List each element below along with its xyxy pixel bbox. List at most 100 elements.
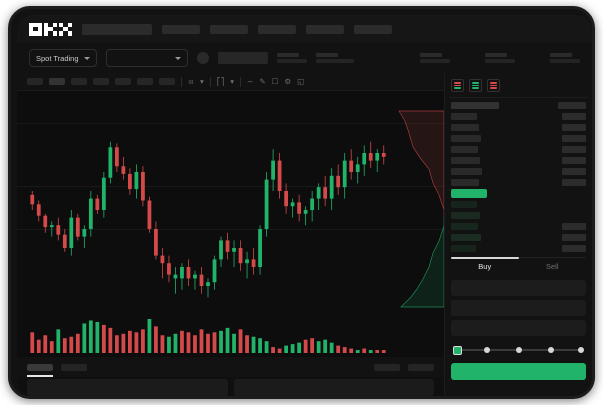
amount-field[interactable]: [451, 300, 586, 316]
orderbook-price-cell: [451, 168, 482, 175]
search-input[interactable]: [82, 23, 152, 35]
tab-open-orders[interactable]: [27, 363, 53, 377]
chevron-down-icon[interactable]: ▾: [230, 76, 235, 86]
orderbook-size-cell: [562, 168, 586, 175]
timeframe-1m[interactable]: [27, 78, 43, 85]
coin-avatar: [196, 52, 209, 64]
orderbook-and-form-panel: Buy Sell: [444, 73, 592, 396]
orderbook-bid-row[interactable]: [451, 211, 586, 220]
submit-order-button[interactable]: [451, 363, 586, 380]
slider-stop-75[interactable]: [548, 346, 554, 353]
pair-selector-dropdown[interactable]: [105, 49, 188, 67]
camera-icon[interactable]: ☐: [271, 76, 279, 86]
chevron-down-icon[interactable]: ▾: [200, 76, 204, 86]
order-side-tabs: Buy Sell: [451, 257, 586, 276]
tab-sell[interactable]: Sell: [545, 262, 559, 271]
toolbar-divider: [240, 76, 242, 87]
nav-item-3[interactable]: [258, 24, 296, 34]
timeframe-1w[interactable]: [137, 78, 153, 85]
orderbook-ask-row[interactable]: [451, 112, 586, 121]
timeframe-1h[interactable]: [71, 78, 87, 85]
chevron-down-icon: [83, 56, 90, 60]
orderbook-price-cell: [451, 124, 479, 131]
orderbook-ask-row[interactable]: [451, 178, 586, 187]
timeframe-more[interactable]: [159, 78, 175, 85]
settings-gear-icon[interactable]: ⚙: [284, 76, 292, 86]
orderbook-ask-row[interactable]: [451, 167, 586, 176]
nav-item-5[interactable]: [354, 24, 392, 34]
orderbook-bid-row[interactable]: [451, 233, 586, 242]
okx-logo-icon[interactable]: [29, 22, 72, 36]
orderbook-sell-icon[interactable]: [487, 79, 500, 92]
orderbook-rows[interactable]: [445, 98, 592, 253]
orders-action-2[interactable]: [408, 363, 434, 371]
spread-spacer: [562, 190, 586, 197]
orderbook-ask-row[interactable]: [451, 123, 586, 132]
orderbook-ask-row[interactable]: [451, 156, 586, 165]
orderbook-header-row[interactable]: [451, 101, 586, 110]
orders-action-1[interactable]: [374, 363, 400, 371]
orderbook-price-cell: [451, 223, 478, 230]
nav-item-2[interactable]: [210, 24, 248, 34]
stat-high-24h: [420, 52, 450, 64]
orderbook-size-cell: [562, 124, 586, 131]
orders-panel-right[interactable]: [233, 379, 434, 396]
timeframe-1d[interactable]: [115, 78, 131, 85]
trading-mode-selector[interactable]: Spot Trading: [29, 49, 97, 67]
orderbook-price-cell: [451, 157, 480, 164]
chart-toolbar: ⎂ ▾ ⎡⎤ ▾ ∼ ✎ ☐ ⚙ ◱: [17, 73, 444, 91]
tab-order-history[interactable]: [61, 363, 87, 371]
total-field[interactable]: [451, 320, 586, 336]
nav-item-4[interactable]: [306, 24, 344, 34]
slider-stop-100[interactable]: [578, 346, 584, 353]
orderbook-size-cell: [562, 157, 586, 164]
tab-buy[interactable]: Buy: [451, 257, 519, 276]
orderbook-size-cell: [562, 234, 586, 241]
orderbook-size-cell: [562, 113, 586, 120]
orderbook-bid-row[interactable]: [451, 244, 586, 253]
fullscreen-icon[interactable]: ◱: [297, 76, 305, 86]
slider-stop-50[interactable]: [516, 346, 522, 353]
amount-percent-slider[interactable]: [453, 344, 584, 356]
toolbar-divider: [181, 76, 182, 87]
orderbook-spread-row: [451, 189, 586, 198]
slider-stop-25[interactable]: [484, 346, 490, 353]
stat-low-24h: [485, 52, 515, 64]
candlestick-svg: [30, 141, 386, 353]
chevron-down-icon: [174, 56, 181, 60]
orderbook-price-cell: [451, 234, 481, 241]
line-chart-icon[interactable]: ∼: [247, 76, 254, 86]
orders-content: [17, 379, 444, 396]
timeframe-15m[interactable]: [49, 78, 65, 85]
stat-last-price: [276, 52, 307, 64]
orderbook-ask-row[interactable]: [451, 145, 586, 154]
orderbook-ask-row[interactable]: [451, 134, 586, 143]
orderbook-size-cell: [562, 135, 586, 142]
orderbook-bid-row[interactable]: [451, 200, 586, 209]
nav-item-1[interactable]: [162, 24, 200, 34]
orderbook-size-cell: [562, 223, 586, 230]
orderbook-size-cell: [562, 179, 586, 186]
chart-type-icon[interactable]: ⎡⎤: [216, 76, 225, 86]
price-field[interactable]: [451, 280, 586, 296]
orders-tabbar: [17, 357, 444, 377]
orderbook-both-icon[interactable]: [451, 79, 464, 92]
orderbook-divider: [449, 97, 588, 98]
last-price-highlight: [451, 189, 487, 198]
top-navbar: [17, 15, 592, 43]
price-chart[interactable]: [17, 91, 444, 357]
orders-panel-left[interactable]: [27, 379, 228, 396]
orderbook-price-cell: [451, 102, 499, 109]
depth-overlay-chart: [398, 110, 444, 308]
orderbook-bid-row[interactable]: [451, 222, 586, 231]
indicators-icon[interactable]: ⎂: [188, 76, 194, 86]
chart-gridline: [17, 123, 444, 124]
drawing-tools-icon[interactable]: ✎: [259, 76, 266, 86]
timeframe-4h[interactable]: [93, 78, 109, 85]
orderbook-price-cell: [451, 201, 477, 208]
slider-handle[interactable]: [453, 345, 462, 355]
app-screen: Spot Trading ⎂ ▾: [17, 15, 592, 396]
orderbook-price-cell: [451, 135, 481, 142]
orderbook-buy-icon[interactable]: [469, 79, 482, 92]
toolbar-divider: [209, 76, 211, 87]
